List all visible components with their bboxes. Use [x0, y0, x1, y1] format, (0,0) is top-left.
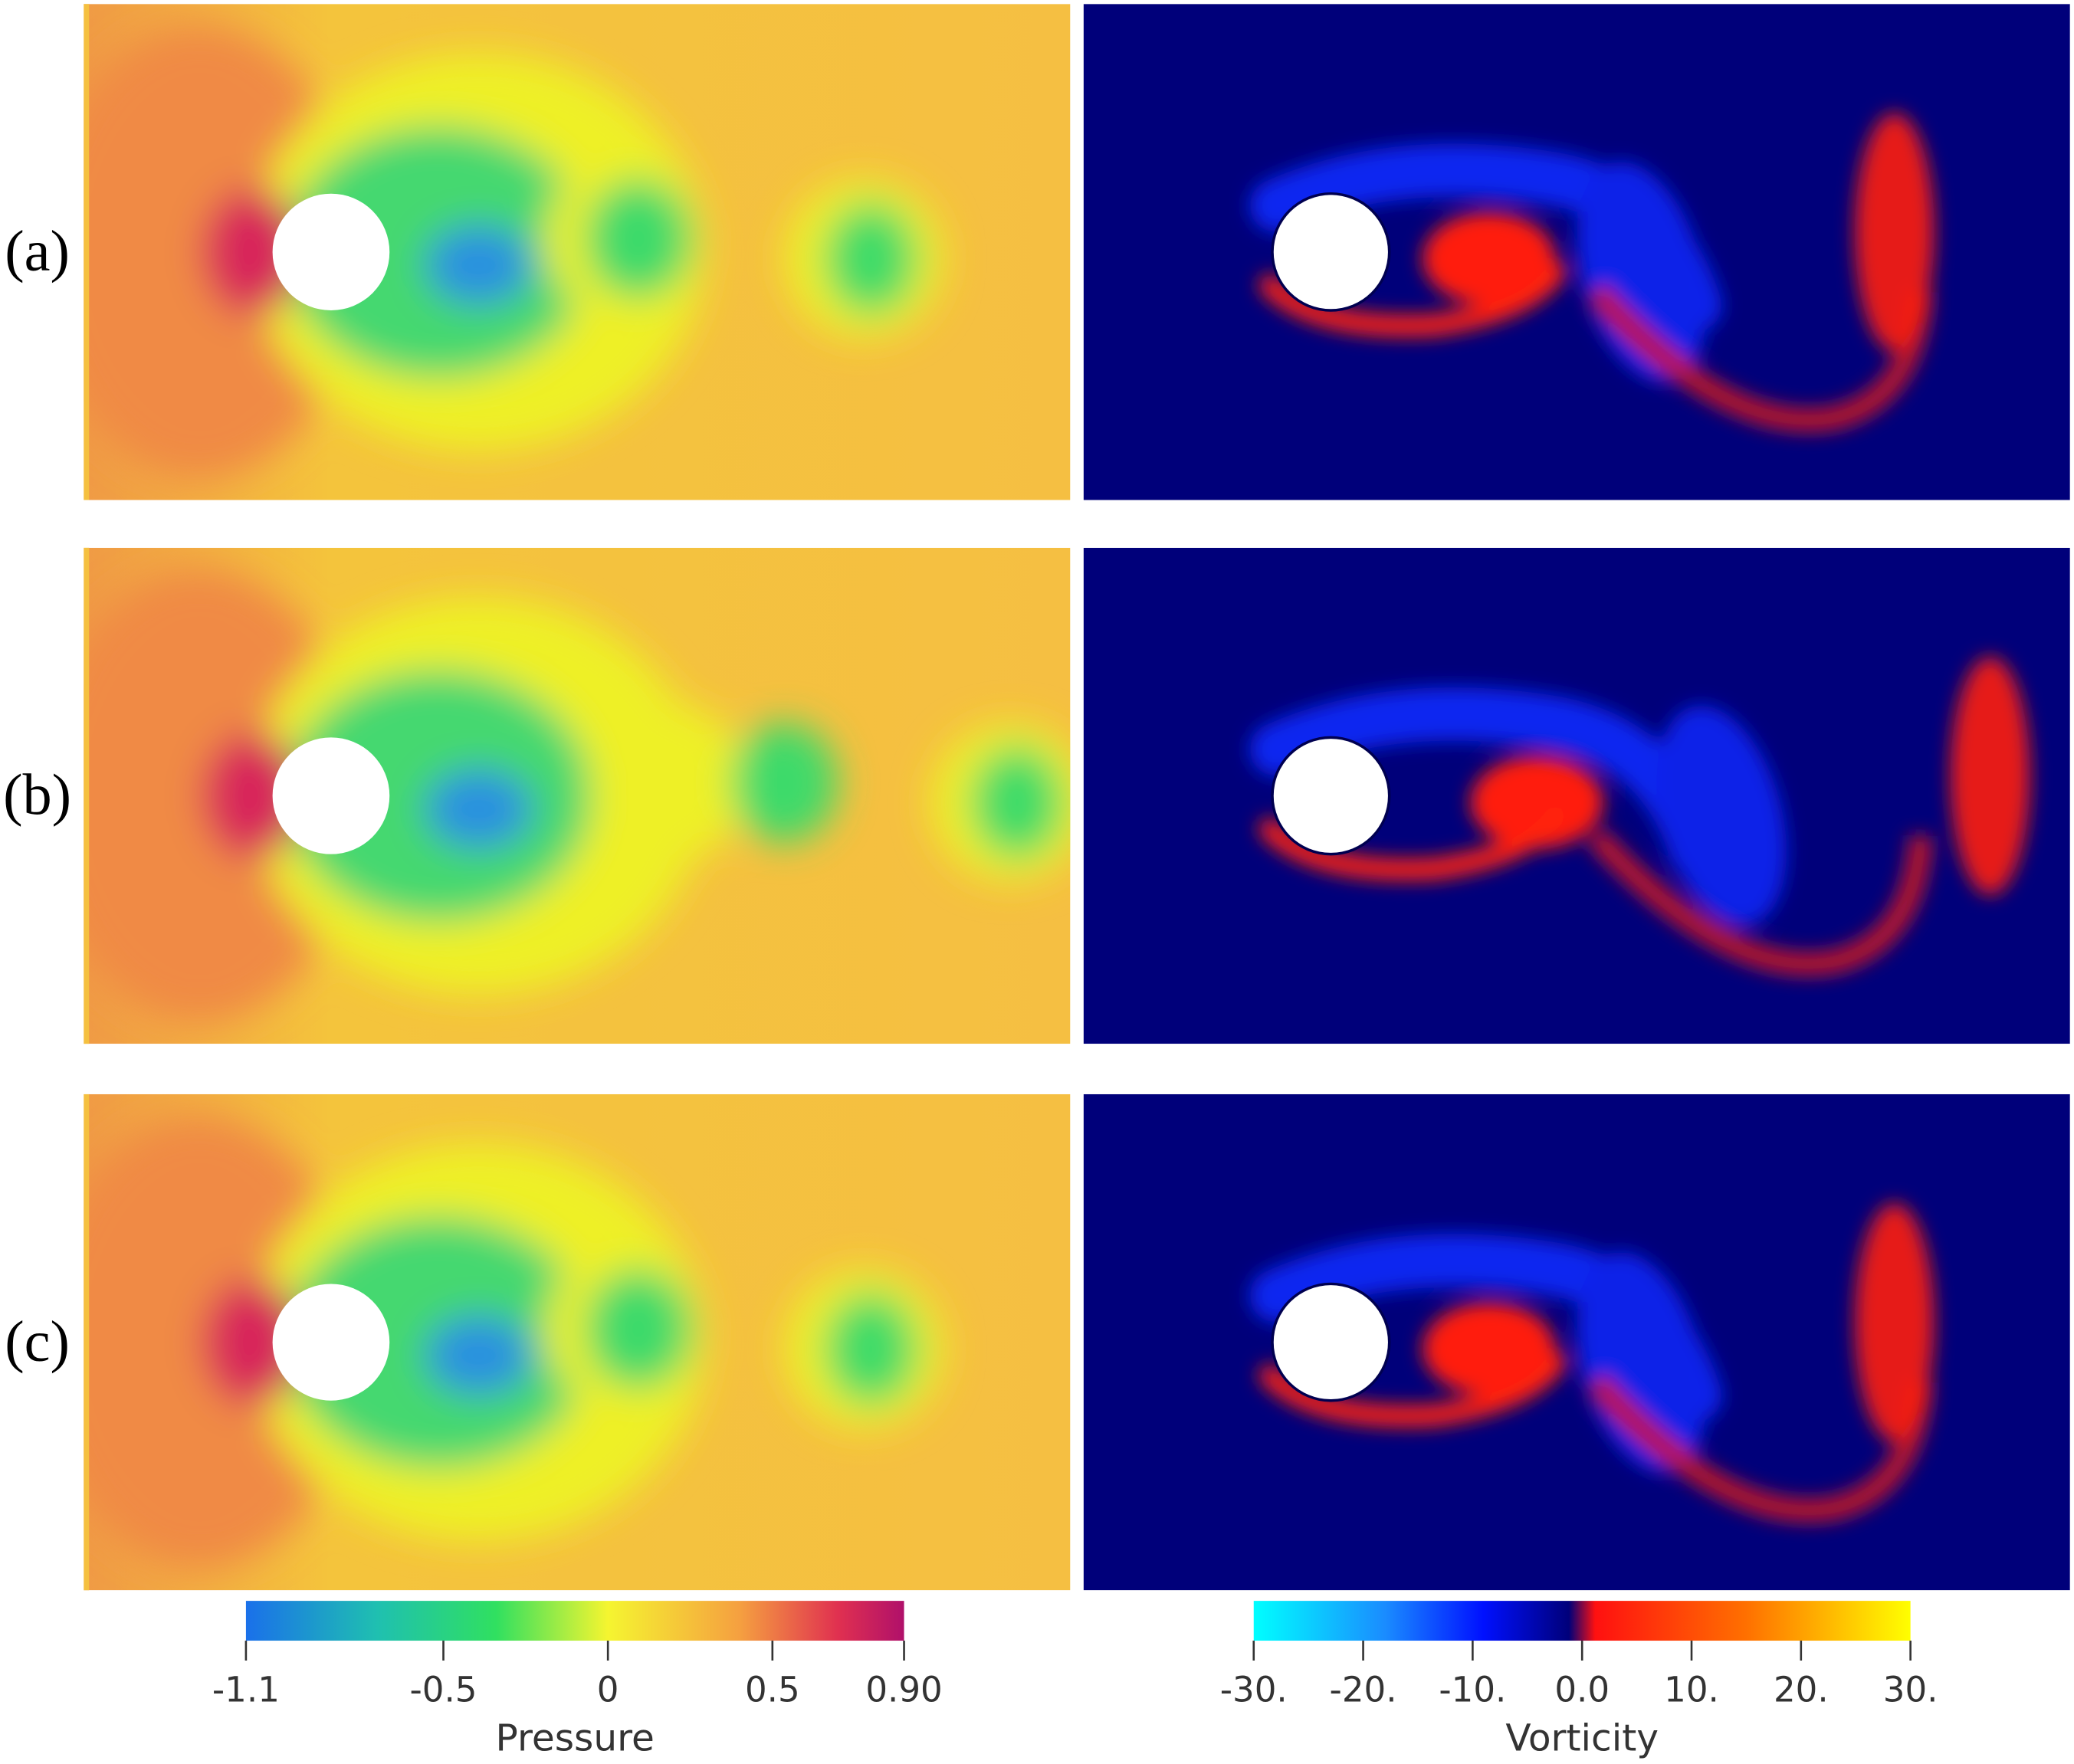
vorticity-field — [1083, 547, 2070, 1044]
panel-edge — [84, 1093, 90, 1591]
pressure-blob — [824, 1293, 917, 1405]
vortex-sheet — [1586, 827, 1934, 976]
pressure-blob — [425, 225, 532, 306]
panel-label: (a) — [5, 219, 70, 284]
pressure-blob — [202, 732, 304, 860]
cylinder — [1273, 195, 1388, 310]
panel-edge — [84, 547, 90, 1044]
pressure-field — [84, 547, 1071, 1044]
pressure-blob — [731, 723, 838, 843]
pressure-blob — [824, 202, 917, 315]
colorbar-tick-label: -10. — [1439, 1670, 1506, 1710]
field-blobs — [84, 570, 1071, 1021]
pressure-blob — [425, 1315, 532, 1395]
field-blobs — [84, 1116, 944, 1568]
cylinder — [272, 193, 390, 311]
vortex-sheet — [1586, 1374, 1934, 1523]
cylinder — [272, 737, 390, 854]
pressure-blob — [970, 746, 1064, 858]
colorbar-title: Vorticity — [1505, 1717, 1659, 1760]
cylinder — [272, 1284, 390, 1401]
vortex-sheet — [1259, 1351, 1567, 1427]
vorticity-field — [1083, 4, 2070, 500]
colorbar-tick-label: 0.5 — [745, 1670, 800, 1710]
vortex-sheet — [1259, 261, 1567, 336]
vortex — [1423, 1302, 1556, 1395]
colorbar-tick-label: -1.1 — [212, 1670, 280, 1710]
vortex — [1423, 211, 1556, 306]
pressure-blob — [585, 179, 691, 299]
vortex — [1470, 756, 1603, 849]
colorbar-tick-label: -30. — [1220, 1670, 1288, 1710]
vortex — [1854, 1202, 1935, 1442]
vortex — [1854, 113, 1935, 352]
pressure-blob — [202, 1278, 304, 1406]
colorbar-title: Pressure — [496, 1717, 655, 1760]
colorbar-tick-label: 0 — [597, 1670, 619, 1710]
vortex — [1656, 705, 1787, 926]
pressure-blob — [425, 769, 532, 849]
cylinder — [1273, 739, 1388, 853]
vorticity-field — [1083, 1093, 2070, 1591]
colorbar-tick-label: 10. — [1664, 1670, 1719, 1710]
panel-edge — [84, 4, 90, 500]
field-blobs — [84, 26, 944, 478]
colorbar — [1253, 1601, 1911, 1641]
vortex-sheet — [1259, 805, 1567, 880]
vortex — [1577, 1252, 1707, 1473]
panel-label: (c) — [5, 1310, 70, 1374]
pressure-blob — [202, 188, 304, 316]
colorbar-tick-label: 0.90 — [865, 1670, 942, 1710]
colorbar-tick-label: 0.0 — [1554, 1670, 1610, 1710]
colorbar-tick-label: 30. — [1883, 1670, 1938, 1710]
vortex — [1950, 656, 2030, 896]
field-blobs — [1249, 1202, 1935, 1523]
colorbar-tick-label: -20. — [1330, 1670, 1397, 1710]
pressure-blob — [589, 703, 749, 863]
colorbar — [245, 1601, 904, 1641]
pressure-field — [84, 4, 1071, 500]
vortex — [1577, 162, 1707, 382]
colorbar-tick-label: -0.5 — [409, 1670, 477, 1710]
field-blobs — [1249, 656, 2030, 976]
cylinder — [1273, 1285, 1388, 1400]
pressure-blob — [585, 1269, 691, 1389]
pressure-field — [84, 1093, 1071, 1591]
field-blobs — [1249, 113, 1935, 432]
vortex-sheet — [1586, 284, 1934, 432]
panel-label: (b) — [3, 763, 71, 828]
colorbar-tick-label: 20. — [1774, 1670, 1829, 1710]
